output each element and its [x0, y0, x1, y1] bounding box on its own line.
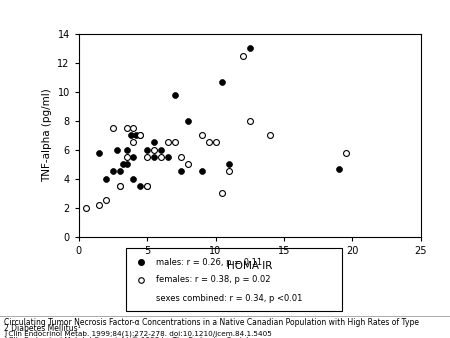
Point — [171, 140, 178, 145]
Point — [138, 260, 145, 265]
Point — [246, 46, 253, 51]
Text: males: r = 0.26, p = 0.11: males: r = 0.26, p = 0.11 — [156, 258, 262, 267]
Text: females: r = 0.38, p = 0.02: females: r = 0.38, p = 0.02 — [156, 275, 271, 284]
Point — [137, 132, 144, 138]
Point — [219, 190, 226, 196]
Point — [137, 183, 144, 189]
Point — [103, 176, 110, 182]
Point — [219, 79, 226, 84]
Point — [239, 53, 247, 58]
Point — [96, 150, 103, 155]
X-axis label: HOMA IR: HOMA IR — [227, 261, 272, 271]
Point — [198, 132, 206, 138]
Text: J Clin Endocrinol Metab | Copyright © 1999 by The Endocrine Society: J Clin Endocrinol Metab | Copyright © 19… — [4, 336, 254, 338]
Text: Circulating Tumor Necrosis Factor-α Concentrations in a Native Canadian Populati: Circulating Tumor Necrosis Factor-α Conc… — [4, 318, 419, 327]
Point — [198, 169, 206, 174]
Point — [150, 147, 158, 152]
Point — [225, 162, 233, 167]
Point — [130, 154, 137, 160]
Point — [123, 162, 130, 167]
Point — [130, 176, 137, 182]
Text: J Clin Endocrinol Metab. 1999;84(1):272-278. doi:10.1210/jcem.84.1.5405: J Clin Endocrinol Metab. 1999;84(1):272-… — [4, 331, 272, 337]
Point — [133, 132, 140, 138]
Point — [137, 132, 144, 138]
Point — [116, 183, 123, 189]
Point — [113, 147, 121, 152]
Point — [246, 118, 253, 123]
Point — [171, 92, 178, 97]
Point — [335, 166, 342, 171]
Point — [178, 154, 185, 160]
Point — [119, 162, 126, 167]
Point — [150, 140, 158, 145]
Point — [116, 169, 123, 174]
Point — [225, 169, 233, 174]
Text: sexes combined: r = 0.34, p <0.01: sexes combined: r = 0.34, p <0.01 — [156, 294, 302, 303]
Point — [109, 169, 117, 174]
Point — [116, 183, 123, 189]
Point — [82, 205, 89, 210]
Y-axis label: TNF-alpha (pg/ml): TNF-alpha (pg/ml) — [42, 88, 52, 182]
Point — [178, 169, 185, 174]
Point — [109, 125, 117, 131]
Point — [127, 132, 135, 138]
Point — [184, 118, 192, 123]
Point — [103, 198, 110, 203]
Point — [130, 125, 137, 131]
Point — [96, 202, 103, 208]
Point — [267, 132, 274, 138]
Point — [144, 154, 151, 160]
Point — [342, 150, 349, 155]
Text: 2 Diabetes Mellitus¹: 2 Diabetes Mellitus¹ — [4, 324, 81, 334]
Point — [123, 154, 130, 160]
Point — [144, 147, 151, 152]
Point — [205, 140, 212, 145]
Point — [123, 147, 130, 152]
Point — [157, 147, 164, 152]
Point — [144, 183, 151, 189]
Point — [144, 183, 151, 189]
Point — [138, 277, 145, 283]
Point — [123, 125, 130, 131]
Point — [184, 162, 192, 167]
Point — [150, 154, 158, 160]
Point — [164, 140, 171, 145]
Point — [130, 140, 137, 145]
Point — [212, 140, 219, 145]
Point — [164, 154, 171, 160]
Point — [157, 154, 164, 160]
